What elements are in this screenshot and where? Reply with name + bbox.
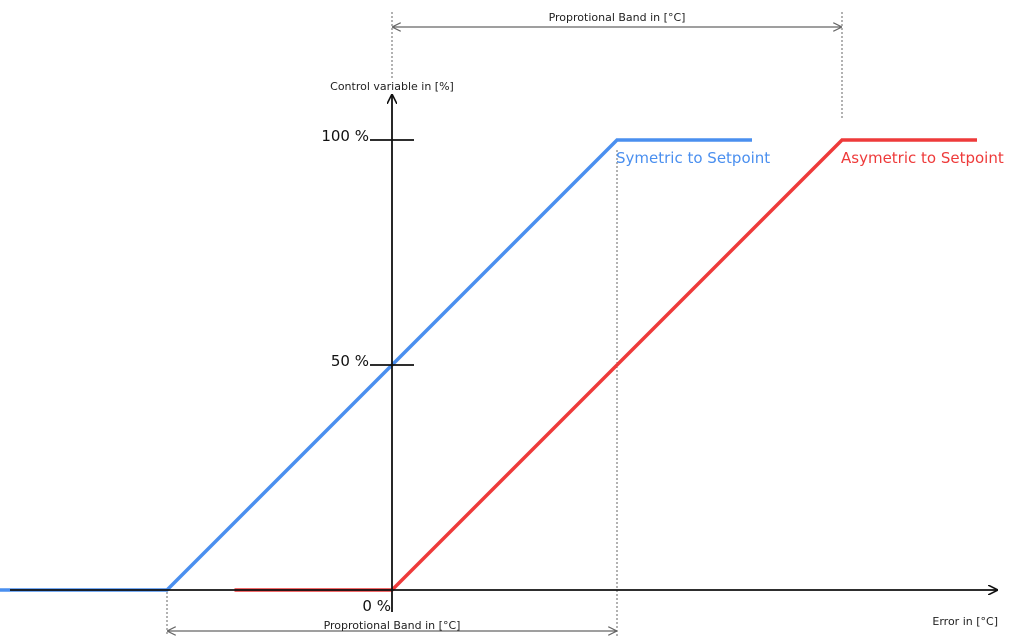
series-label-asymetric: Asymetric to Setpoint bbox=[841, 149, 1004, 167]
y-axis-label: Control variable in [%] bbox=[330, 80, 454, 93]
y-tick-label-0: 0 % bbox=[362, 597, 391, 615]
band-label-top: Proprotional Band in [°C] bbox=[549, 11, 686, 24]
band-label-bottom: Proprotional Band in [°C] bbox=[324, 619, 461, 632]
x-axis-label: Error in [°C] bbox=[932, 615, 998, 628]
y-tick-label-50: 50 % bbox=[331, 352, 369, 370]
series-label-symetric: Symetric to Setpoint bbox=[616, 149, 770, 167]
y-tick-label-100: 100 % bbox=[321, 127, 369, 145]
